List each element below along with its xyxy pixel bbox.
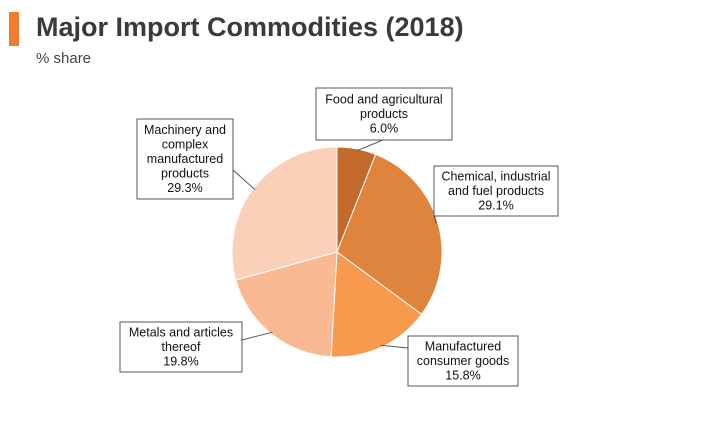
slice-value-label: 29.3% [167,181,202,195]
slice-category-label: products [161,166,209,180]
slice-category-label: consumer goods [417,354,509,368]
slice-category-label: Food and agricultural [325,92,442,106]
callout-connector [356,140,383,151]
slice-category-label: products [360,107,408,121]
pie-chart: Food and agriculturalproducts6.0%Chemica… [0,0,703,448]
callout-connector [381,345,408,348]
slice-category-label: Metals and articles [129,325,233,339]
callout-connector [233,170,255,190]
slice-category-label: thereof [162,340,201,354]
slice-value-label: 29.1% [478,198,513,212]
slice-category-label: Chemical, industrial [441,169,550,183]
slice-category-label: Machinery and [144,123,226,137]
slice-value-label: 6.0% [370,121,399,135]
slice-value-label: 19.8% [163,354,198,368]
slice-category-label: manufactured [147,152,223,166]
slice-category-label: Manufactured [425,339,501,353]
slice-category-label: complex [162,137,209,151]
callout-connector [242,332,272,340]
slice-category-label: and fuel products [448,184,544,198]
slice-value-label: 15.8% [445,368,480,382]
